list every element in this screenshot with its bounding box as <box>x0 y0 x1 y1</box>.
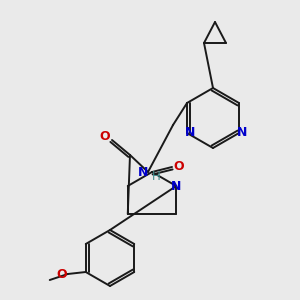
Text: N: N <box>237 127 247 140</box>
Text: N: N <box>171 181 181 194</box>
Text: O: O <box>174 160 184 173</box>
Text: H: H <box>152 169 160 182</box>
Text: N: N <box>185 127 195 140</box>
Text: O: O <box>56 268 67 281</box>
Text: O: O <box>100 130 110 143</box>
Text: N: N <box>138 166 148 178</box>
